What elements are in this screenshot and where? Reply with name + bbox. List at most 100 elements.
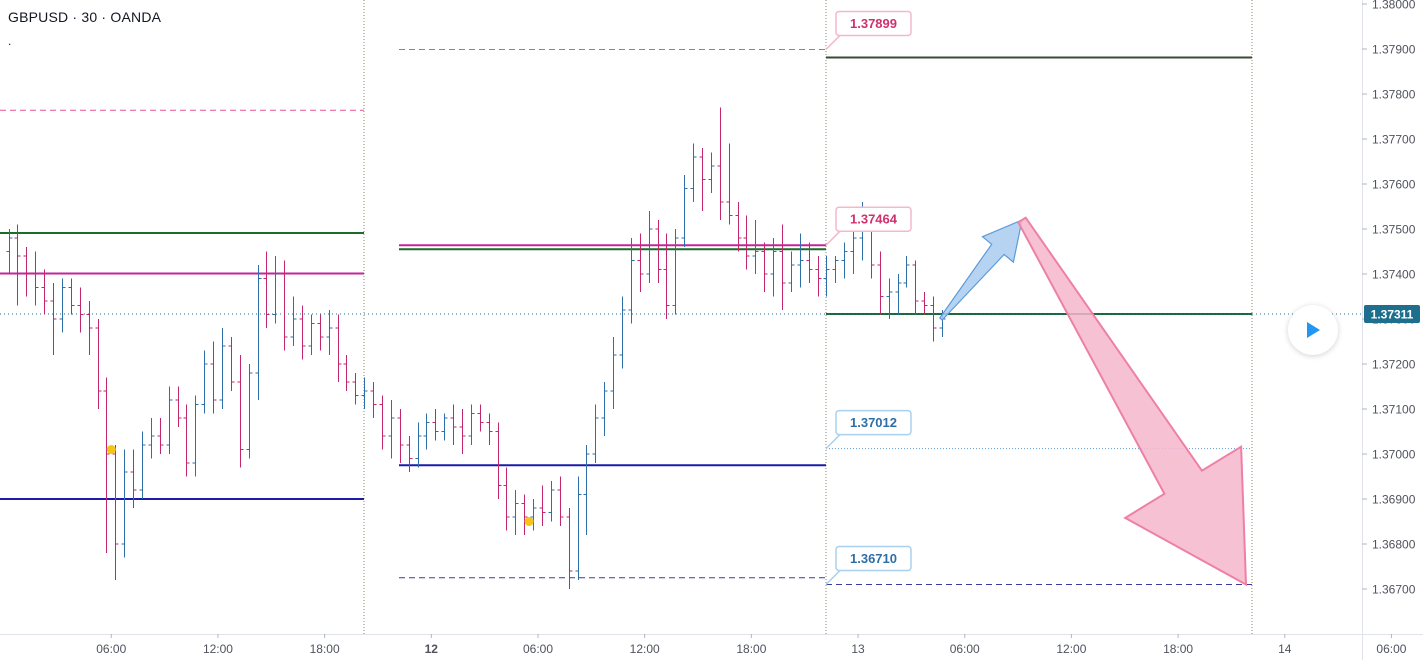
ohlc-bar[interactable] — [201, 350, 208, 414]
ohlc-bar[interactable] — [672, 229, 679, 315]
ohlc-bar[interactable] — [86, 301, 93, 355]
ohlc-bar[interactable] — [352, 373, 359, 405]
ohlc-bar[interactable] — [637, 233, 644, 293]
ohlc-bar[interactable] — [930, 296, 937, 342]
ohlc-bar[interactable] — [255, 265, 262, 400]
ohlc-bar[interactable] — [326, 310, 333, 355]
ohlc-bar[interactable] — [6, 229, 13, 274]
ohlc-bar[interactable] — [175, 386, 182, 428]
ohlc-bar[interactable] — [281, 260, 288, 351]
ohlc-bar[interactable] — [486, 413, 493, 446]
price-label[interactable]: 1.37464 — [825, 206, 912, 246]
ohlc-bar[interactable] — [272, 256, 279, 324]
projection-up-arrow[interactable] — [938, 219, 1023, 321]
ohlc-bar[interactable] — [406, 436, 413, 472]
ohlc-bar[interactable] — [59, 278, 66, 333]
ohlc-bar[interactable] — [77, 287, 84, 333]
ohlc-bar[interactable] — [512, 490, 519, 535]
ohlc-bar[interactable] — [495, 422, 502, 500]
ohlc-bar[interactable] — [681, 175, 688, 247]
ohlc-bar[interactable] — [157, 418, 164, 454]
ohlc-bar[interactable] — [788, 251, 795, 293]
ohlc-bar[interactable] — [166, 386, 173, 455]
price-label[interactable]: 1.37899 — [825, 10, 912, 50]
projection-down-arrow[interactable] — [1016, 216, 1248, 587]
ohlc-bar[interactable] — [210, 341, 217, 414]
ohlc-bar[interactable] — [32, 251, 39, 306]
ohlc-bar[interactable] — [583, 445, 590, 535]
ohlc-bar[interactable] — [548, 481, 555, 522]
ohlc-bar[interactable] — [601, 382, 608, 436]
ohlc-bar[interactable] — [148, 418, 155, 459]
ohlc-bar[interactable] — [779, 224, 786, 311]
ohlc-bar[interactable] — [557, 476, 564, 527]
ohlc-bar[interactable] — [41, 269, 48, 315]
ohlc-bar[interactable] — [735, 202, 742, 252]
ohlc-bar[interactable] — [592, 404, 599, 464]
ohlc-bar[interactable] — [655, 220, 662, 283]
ohlc-bar[interactable] — [770, 238, 777, 297]
ohlc-bar[interactable] — [921, 292, 928, 315]
ohlc-bar[interactable] — [850, 224, 857, 275]
ohlc-bar[interactable] — [752, 220, 759, 274]
ohlc-bar[interactable] — [610, 337, 617, 409]
ohlc-bar[interactable] — [335, 314, 342, 383]
ohlc-bar[interactable] — [823, 256, 830, 297]
ohlc-bar[interactable] — [432, 409, 439, 441]
ohlc-bar[interactable] — [877, 251, 884, 315]
signal-dot-marker[interactable] — [106, 445, 116, 454]
ohlc-bar[interactable] — [343, 355, 350, 391]
ohlc-bar[interactable] — [646, 211, 653, 283]
ohlc-bar[interactable] — [539, 485, 546, 527]
ohlc-bar[interactable] — [886, 278, 893, 320]
ohlc-bar[interactable] — [743, 215, 750, 270]
ohlc-bar[interactable] — [521, 494, 528, 536]
ohlc-bar[interactable] — [912, 260, 919, 315]
ohlc-bar[interactable] — [50, 283, 57, 355]
ohlc-bar[interactable] — [690, 143, 697, 203]
ohlc-bar[interactable] — [183, 404, 190, 477]
ohlc-bar[interactable] — [228, 337, 235, 391]
ohlc-bar[interactable] — [503, 467, 510, 531]
ohlc-bar[interactable] — [699, 148, 706, 211]
ohlc-bar[interactable] — [237, 355, 244, 468]
ohlc-bar[interactable] — [815, 256, 822, 297]
ohlc-bar[interactable] — [263, 251, 270, 329]
ohlc-bar[interactable] — [619, 296, 626, 369]
ohlc-bar[interactable] — [797, 233, 804, 288]
ohlc-bar[interactable] — [68, 278, 75, 315]
ohlc-bar[interactable] — [903, 256, 910, 288]
ohlc-bar[interactable] — [708, 152, 715, 194]
ohlc-bar[interactable] — [397, 409, 404, 463]
ohlc-bar[interactable] — [832, 256, 839, 283]
ohlc-bar[interactable] — [192, 395, 199, 477]
ohlc-bar[interactable] — [370, 382, 377, 418]
ohlc-bar[interactable] — [290, 296, 297, 347]
price-label[interactable]: 1.36710 — [825, 545, 912, 586]
ohlc-bar[interactable] — [477, 404, 484, 432]
ohlc-bar[interactable] — [761, 242, 768, 293]
ohlc-bar[interactable] — [95, 319, 102, 409]
ohlc-bar[interactable] — [14, 224, 21, 306]
ohlc-bar[interactable] — [361, 377, 368, 410]
ohlc-bar[interactable] — [219, 328, 226, 409]
ohlc-bar[interactable] — [717, 107, 724, 221]
current-price-tag[interactable]: 1.37311 — [1364, 305, 1420, 324]
ohlc-bar[interactable] — [103, 377, 110, 554]
ohlc-bar[interactable] — [317, 314, 324, 351]
ohlc-bar[interactable] — [246, 364, 253, 459]
price-label[interactable]: 1.37012 — [825, 409, 912, 450]
ohlc-bar[interactable] — [388, 400, 395, 459]
signal-dot-marker[interactable] — [524, 517, 534, 526]
ohlc-bar[interactable] — [459, 409, 466, 454]
ohlc-bar[interactable] — [299, 305, 306, 360]
ohlc-bar[interactable] — [112, 445, 119, 580]
ohlc-bar[interactable] — [121, 449, 128, 558]
ohlc-bar[interactable] — [415, 422, 422, 468]
ohlc-bar[interactable] — [726, 143, 733, 225]
ohlc-bar[interactable] — [139, 431, 146, 500]
ohlc-bar[interactable] — [566, 508, 573, 589]
ohlc-bar[interactable] — [423, 413, 430, 450]
ohlc-bar[interactable] — [23, 247, 30, 297]
